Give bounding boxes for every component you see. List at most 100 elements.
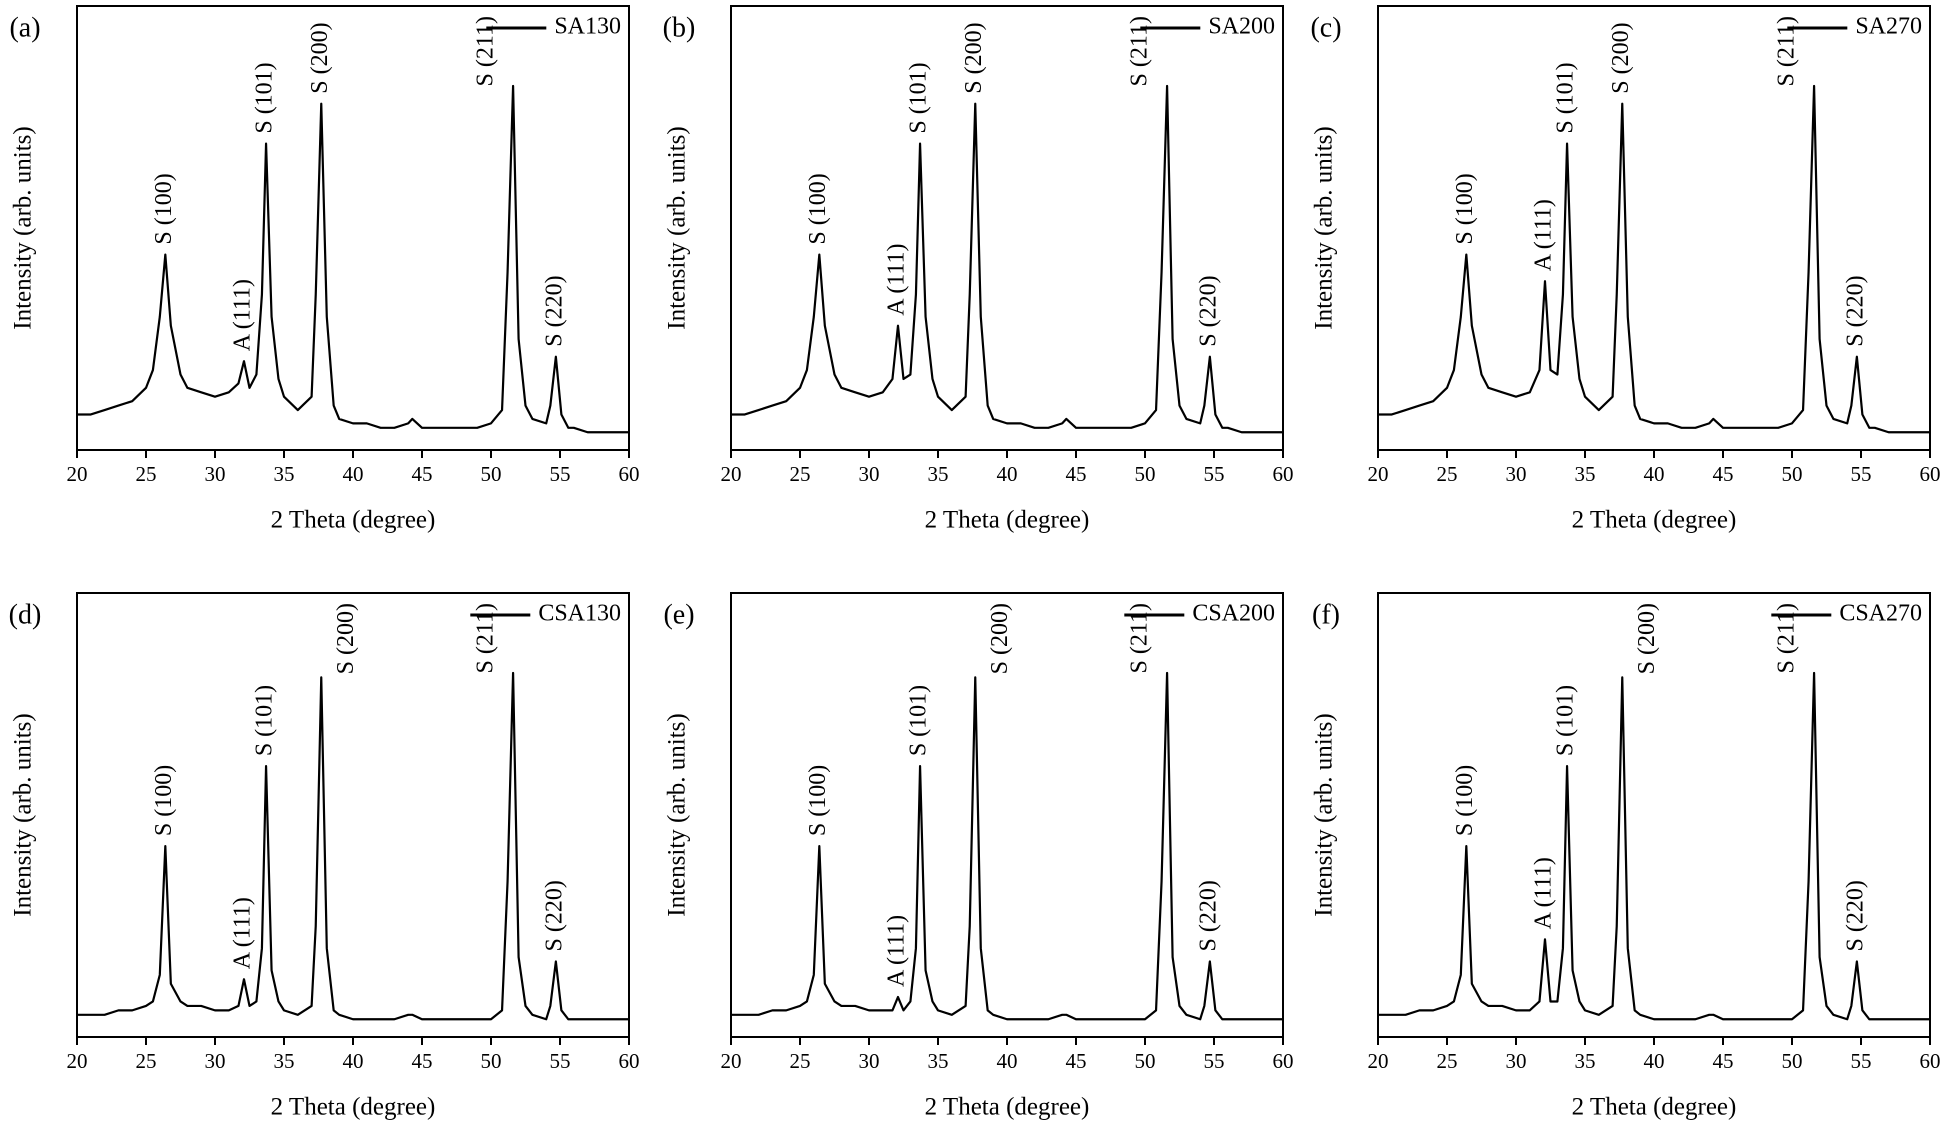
peak-label: S (220)	[1195, 880, 1221, 951]
x-tick-label: 40	[343, 1049, 364, 1073]
peak-label: S (101)	[1553, 685, 1579, 756]
peak-label: S (101)	[1553, 62, 1579, 133]
peak-label: S (100)	[1452, 765, 1478, 836]
peak-label: S (200)	[987, 603, 1013, 674]
x-tick-label: 40	[1644, 1049, 1665, 1073]
xrd-line	[731, 671, 1283, 1021]
x-tick-label: 40	[997, 1049, 1018, 1073]
peak-label: S (100)	[1452, 173, 1478, 244]
y-axis-label: Intensity (arb. units)	[664, 713, 691, 916]
peak-label: A (111)	[883, 915, 909, 987]
x-tick-label: 35	[274, 1049, 295, 1073]
peak-label: A (111)	[229, 897, 255, 969]
x-tick-label: 40	[997, 462, 1018, 486]
x-tick-label: 30	[1506, 462, 1527, 486]
peak-label: S (200)	[961, 22, 987, 93]
x-tick-label: 60	[619, 1049, 640, 1073]
x-tick-label: 20	[67, 1049, 88, 1073]
x-tick-label: 25	[1437, 462, 1458, 486]
x-tick-label: 50	[481, 462, 502, 486]
y-axis-label: Intensity (arb. units)	[1311, 713, 1338, 916]
x-tick-label: 55	[1204, 1049, 1225, 1073]
peak-label: S (211)	[1774, 603, 1800, 673]
x-tick-label: 50	[1135, 462, 1156, 486]
x-tick-label: 40	[343, 462, 364, 486]
x-tick-label: 45	[1066, 1049, 1087, 1073]
panel-label: (d)	[9, 599, 42, 630]
y-axis-label: Intensity (arb. units)	[664, 126, 691, 329]
legend-label: CSA200	[1192, 601, 1275, 627]
peak-label: S (220)	[541, 880, 567, 951]
x-tick-label: 20	[1368, 1049, 1389, 1073]
x-tick-label: 20	[721, 1049, 742, 1073]
x-tick-label: 25	[790, 462, 811, 486]
peak-label: S (100)	[151, 765, 177, 836]
x-tick-label: 30	[1506, 1049, 1527, 1073]
y-axis-label: Intensity (arb. units)	[10, 713, 37, 916]
peak-label: S (220)	[1195, 275, 1221, 346]
panel-label: (a)	[9, 12, 40, 43]
peak-label: S (220)	[541, 275, 567, 346]
peak-label: S (100)	[805, 765, 831, 836]
x-tick-label: 30	[205, 1049, 226, 1073]
legend-label: SA130	[554, 14, 621, 40]
peak-label: S (200)	[307, 22, 333, 93]
x-tick-label: 55	[550, 462, 571, 486]
x-axis-label: 2 Theta (degree)	[925, 507, 1090, 534]
x-tick-label: 35	[1575, 1049, 1596, 1073]
x-tick-label: 60	[1920, 1049, 1941, 1073]
peak-label: A (111)	[229, 279, 255, 351]
peak-label: S (100)	[805, 173, 831, 244]
peak-label: S (200)	[333, 603, 359, 674]
peak-label: A (111)	[1530, 199, 1556, 271]
x-tick-label: 45	[1713, 1049, 1734, 1073]
legend-label: SA270	[1855, 14, 1922, 40]
peak-label: S (101)	[252, 685, 278, 756]
panel-label: (f)	[1312, 599, 1340, 630]
x-tick-label: 25	[136, 1049, 157, 1073]
legend-label: SA200	[1208, 14, 1275, 40]
x-tick-label: 45	[1066, 462, 1087, 486]
x-tick-label: 50	[1782, 462, 1803, 486]
x-tick-label: 50	[1782, 1049, 1803, 1073]
x-tick-label: 30	[859, 462, 880, 486]
x-tick-label: 45	[412, 1049, 433, 1073]
peak-label: S (211)	[1127, 16, 1153, 86]
peak-label: S (211)	[1127, 603, 1153, 673]
panel-label: (c)	[1310, 12, 1341, 43]
legend-label: CSA270	[1839, 601, 1922, 627]
peak-label: S (101)	[906, 62, 932, 133]
peak-label: S (211)	[473, 16, 499, 86]
x-tick-label: 55	[550, 1049, 571, 1073]
x-axis-label: 2 Theta (degree)	[271, 1094, 436, 1121]
x-tick-label: 25	[1437, 1049, 1458, 1073]
peak-label: S (200)	[1634, 603, 1660, 674]
x-tick-label: 30	[859, 1049, 880, 1073]
x-tick-label: 55	[1851, 1049, 1872, 1073]
peak-label: A (111)	[883, 243, 909, 315]
peak-label: A (111)	[1530, 857, 1556, 929]
x-tick-label: 55	[1851, 462, 1872, 486]
xrd-line	[1378, 84, 1930, 434]
x-axis-label: 2 Theta (degree)	[925, 1094, 1090, 1121]
x-tick-label: 35	[928, 1049, 949, 1073]
x-tick-label: 55	[1204, 462, 1225, 486]
xrd-line	[1378, 671, 1930, 1021]
xrd-line	[77, 84, 629, 434]
x-tick-label: 35	[928, 462, 949, 486]
peak-label: S (220)	[1842, 275, 1868, 346]
x-tick-label: 60	[1273, 462, 1294, 486]
y-axis-label: Intensity (arb. units)	[1311, 126, 1338, 329]
x-tick-label: 25	[790, 1049, 811, 1073]
x-tick-label: 20	[67, 462, 88, 486]
x-tick-label: 60	[619, 462, 640, 486]
peak-label: S (220)	[1842, 880, 1868, 951]
x-tick-label: 30	[205, 462, 226, 486]
peak-label: S (200)	[1608, 22, 1634, 93]
x-axis-label: 2 Theta (degree)	[1572, 507, 1737, 534]
x-tick-label: 60	[1920, 462, 1941, 486]
x-tick-label: 50	[1135, 1049, 1156, 1073]
x-tick-label: 45	[1713, 462, 1734, 486]
x-axis-label: 2 Theta (degree)	[1572, 1094, 1737, 1121]
